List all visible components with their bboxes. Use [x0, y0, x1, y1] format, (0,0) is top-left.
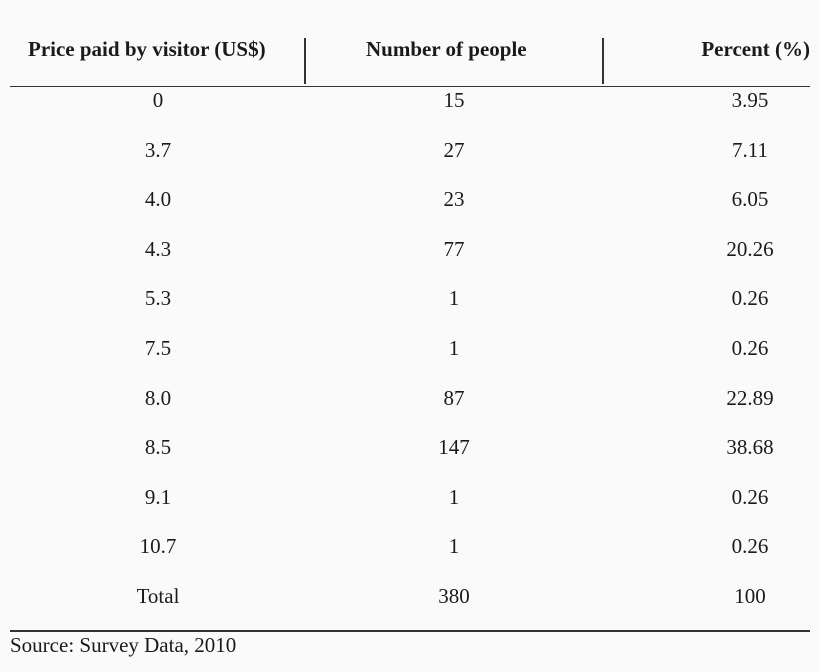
cell-number: 1	[448, 534, 460, 559]
cell-price: 4.3	[144, 236, 172, 261]
cell-percent: 6.05	[731, 187, 769, 212]
cell-percent: 100	[734, 583, 766, 608]
table-row: 4.3 77 20.26	[10, 236, 810, 286]
cell-price: 10.7	[139, 534, 177, 559]
cell-price: 5.3	[144, 286, 172, 311]
table-body: 0 15 3.95 3.7 27 7.11 4.0 23 6.05 4.3 77…	[10, 87, 810, 633]
cell-price: 4.0	[144, 187, 172, 212]
header-divider	[602, 38, 604, 84]
cell-price: Total	[136, 583, 180, 608]
cell-price: 0	[152, 88, 164, 112]
cell-number: 27	[443, 137, 465, 162]
cell-number: 77	[443, 236, 465, 261]
cell-number: 1	[448, 286, 460, 311]
cell-number: 147	[438, 435, 470, 460]
table-bottom-rule	[10, 630, 810, 632]
table-row: 10.7 1 0.26	[10, 533, 810, 583]
cell-percent: 0.26	[731, 484, 769, 509]
cell-percent: 0.26	[731, 534, 769, 559]
cell-percent: 38.68	[726, 435, 774, 460]
table-header: Price paid by visitor (US$) Number of pe…	[10, 0, 810, 87]
cell-percent: 7.11	[732, 137, 768, 162]
table-row: 8.5 147 38.68	[10, 434, 810, 484]
table-row: 3.7 27 7.11	[10, 137, 810, 187]
data-table: Price paid by visitor (US$) Number of pe…	[10, 0, 810, 633]
header-price: Price paid by visitor (US$)	[28, 37, 266, 61]
cell-price: 8.0	[144, 385, 172, 410]
cell-price: 9.1	[144, 484, 172, 509]
table-row: 4.0 23 6.05	[10, 186, 810, 236]
cell-number: 87	[443, 385, 465, 410]
table-row-total: Total 380 100	[10, 583, 810, 633]
cell-number: 23	[443, 187, 465, 212]
cell-percent: 22.89	[726, 385, 774, 410]
cell-percent: 0.26	[731, 286, 769, 311]
table-row: 9.1 1 0.26	[10, 484, 810, 534]
table-row: 7.5 1 0.26	[10, 335, 810, 385]
cell-number: 15	[443, 88, 465, 112]
table-row: 8.0 87 22.89	[10, 385, 810, 435]
cell-percent: 20.26	[726, 236, 774, 261]
table-row: 0 15 3.95	[10, 87, 810, 137]
cell-number: 1	[448, 484, 460, 509]
header-divider	[304, 38, 306, 84]
table-row: 5.3 1 0.26	[10, 285, 810, 335]
cell-number: 380	[438, 583, 470, 608]
cell-price: 8.5	[144, 435, 172, 460]
cell-number: 1	[448, 335, 460, 360]
source-note: Source: Survey Data, 2010	[10, 633, 237, 657]
header-percent: Percent (%)	[701, 37, 810, 61]
cell-price: 7.5	[144, 335, 172, 360]
cell-percent: 3.95	[731, 88, 769, 112]
cell-percent: 0.26	[731, 335, 769, 360]
cell-price: 3.7	[144, 137, 172, 162]
header-number-of-people: Number of people	[366, 37, 527, 61]
